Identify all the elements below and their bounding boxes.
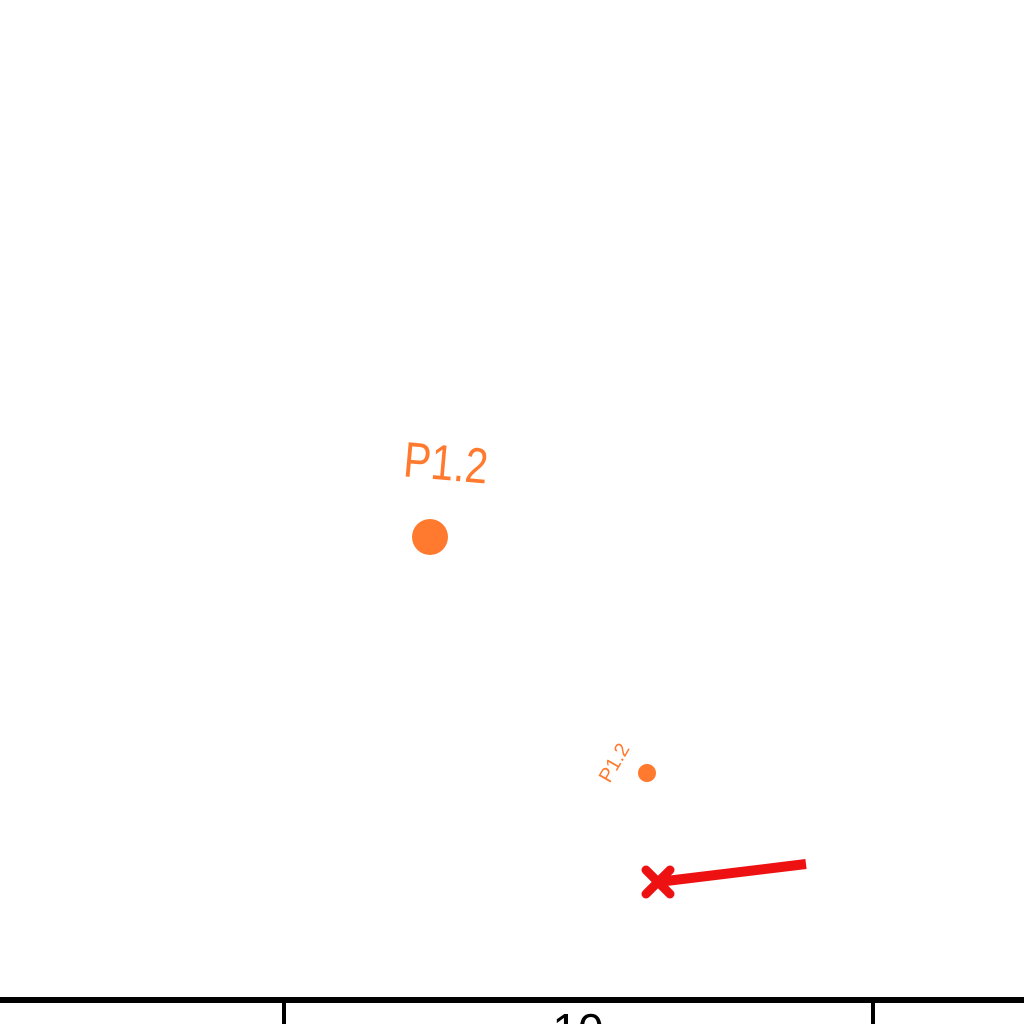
point-large-dot bbox=[412, 519, 448, 555]
point-large: P1.2 bbox=[401, 432, 490, 555]
x-marker-icon bbox=[641, 865, 675, 899]
bottom-bar-label: 10 bbox=[552, 1004, 603, 1024]
marker-line bbox=[657, 859, 807, 887]
x-marker-group bbox=[641, 859, 807, 899]
point-large-label: P1.2 bbox=[401, 432, 490, 495]
point-small-dot bbox=[638, 764, 656, 782]
bottom-bar: 10 bbox=[0, 997, 1024, 1024]
